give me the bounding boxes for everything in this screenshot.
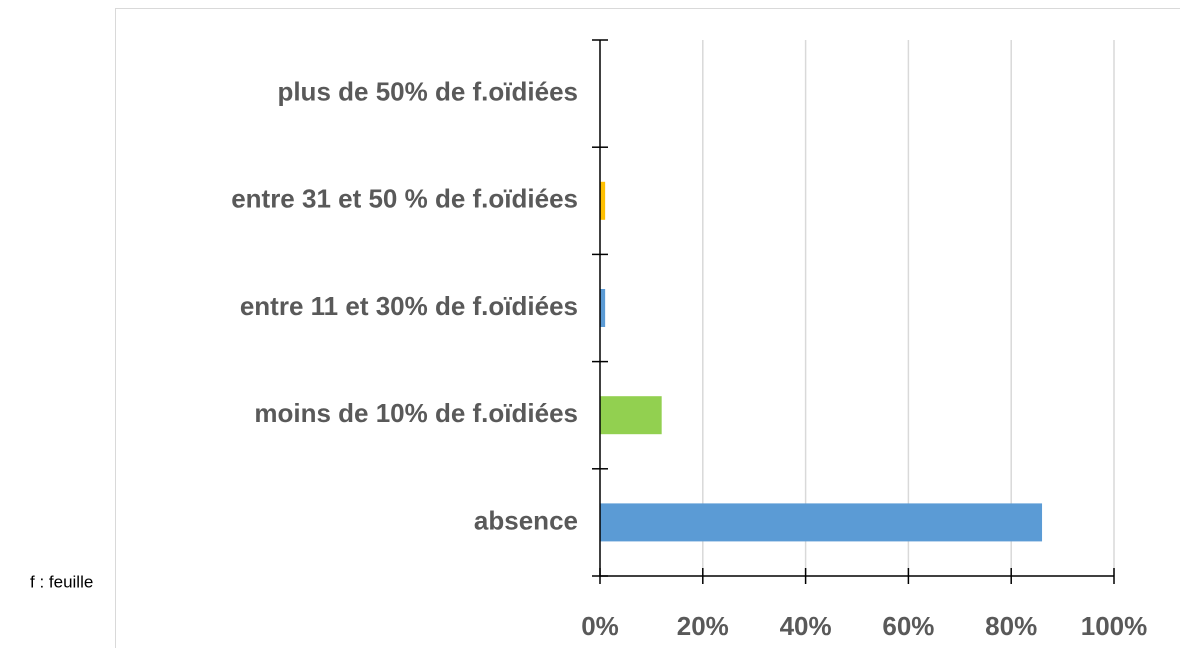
chart-border <box>115 8 1180 648</box>
bar <box>600 396 662 435</box>
bar <box>600 289 606 327</box>
y-tick-label: entre 11 et 30% de f.oïdiées <box>240 291 578 321</box>
y-tick-label: entre 31 et 50 % de f.oïdiées <box>231 184 578 214</box>
y-tick-label: absence <box>474 505 578 535</box>
x-tick-label: 40% <box>780 611 832 641</box>
bar <box>600 181 606 220</box>
x-tick-label: 0% <box>581 611 619 641</box>
x-tick-label: 60% <box>882 611 934 641</box>
x-tick-label: 20% <box>677 611 729 641</box>
x-tick-label: 80% <box>985 611 1037 641</box>
y-tick-label: plus de 50% de f.oïdiées <box>277 76 578 106</box>
annotation: f : feuille <box>30 572 93 591</box>
x-tick-label: 100% <box>1081 611 1148 641</box>
bar <box>600 503 1043 542</box>
y-tick-label: moins de 10% de f.oïdiées <box>254 398 578 428</box>
